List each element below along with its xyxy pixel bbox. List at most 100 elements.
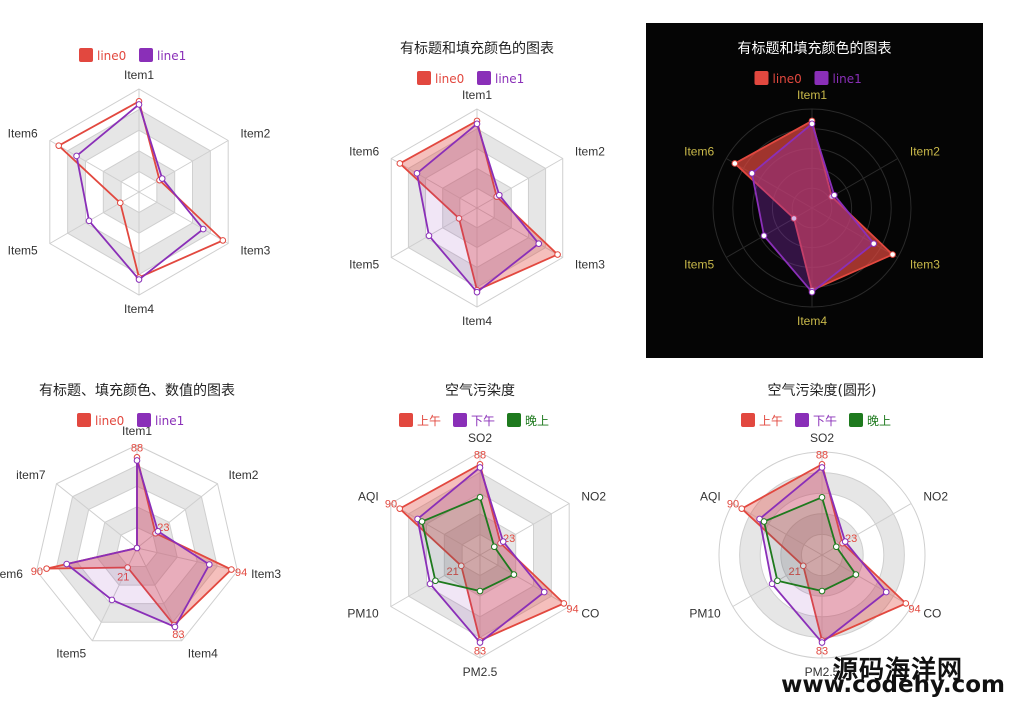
data-point[interactable] xyxy=(133,457,141,464)
data-point[interactable] xyxy=(535,240,543,247)
legend-label: 晚上 xyxy=(867,414,891,428)
data-point[interactable] xyxy=(63,560,71,568)
legend-swatch xyxy=(137,413,151,427)
data-point[interactable] xyxy=(426,580,434,588)
data-point[interactable] xyxy=(540,588,548,596)
legend-swatch xyxy=(795,413,809,427)
legend-item-上午[interactable]: 上午 xyxy=(399,413,441,428)
data-point[interactable] xyxy=(108,596,116,604)
data-point[interactable] xyxy=(473,120,481,128)
legend-item-line0[interactable]: line0 xyxy=(417,71,464,86)
data-point[interactable] xyxy=(135,101,143,108)
data-point[interactable] xyxy=(171,623,179,631)
data-point[interactable] xyxy=(818,639,826,646)
legend-item-line1[interactable]: line1 xyxy=(137,413,184,428)
data-point[interactable] xyxy=(902,600,910,607)
chart-title: 有标题、填充颜色、数值的图表 xyxy=(39,382,235,399)
data-point[interactable] xyxy=(768,580,776,588)
data-point[interactable] xyxy=(476,464,484,471)
data-point[interactable] xyxy=(55,142,63,149)
legend-item-晚上[interactable]: 晚上 xyxy=(849,413,891,428)
data-point[interactable] xyxy=(554,251,561,258)
indicator-label: Item1 xyxy=(124,68,154,82)
data-point[interactable] xyxy=(43,565,50,572)
data-point[interactable] xyxy=(418,518,426,525)
legend-item-line0[interactable]: line0 xyxy=(77,413,124,428)
data-point[interactable] xyxy=(476,639,484,646)
legend-label: 上午 xyxy=(417,414,441,428)
data-point[interactable] xyxy=(830,191,838,199)
data-point[interactable] xyxy=(889,251,896,258)
legend-swatch xyxy=(139,48,153,62)
data-point[interactable] xyxy=(808,120,816,128)
indicator-label: NO2 xyxy=(581,490,606,504)
data-point[interactable] xyxy=(432,577,439,585)
legend-swatch xyxy=(849,413,863,427)
indicator-label: Item4 xyxy=(124,302,154,316)
data-point[interactable] xyxy=(219,237,227,244)
data-point[interactable] xyxy=(124,564,131,571)
legend-item-line1[interactable]: line1 xyxy=(139,48,186,63)
watermark-cn: 源码海洋网 xyxy=(832,655,963,684)
data-point[interactable] xyxy=(457,562,465,570)
data-point[interactable] xyxy=(476,587,484,595)
data-point[interactable] xyxy=(790,215,798,222)
data-point[interactable] xyxy=(116,199,124,207)
data-point[interactable] xyxy=(818,494,826,501)
data-point[interactable] xyxy=(760,232,768,240)
legend-swatch xyxy=(741,413,755,427)
data-point[interactable] xyxy=(476,494,484,501)
legend-item-下午[interactable]: 下午 xyxy=(453,413,495,428)
legend-item-line0[interactable]: line0 xyxy=(79,48,126,63)
legend-label: line0 xyxy=(435,72,464,86)
data-point[interactable] xyxy=(396,160,404,167)
legend-item-line1[interactable]: line1 xyxy=(814,71,862,86)
data-point[interactable] xyxy=(510,571,518,578)
data-point[interactable] xyxy=(738,505,746,512)
data-point[interactable] xyxy=(490,543,498,551)
legend-item-line1[interactable]: line1 xyxy=(477,71,524,86)
legend-item-line0[interactable]: line0 xyxy=(754,71,802,86)
indicator-label: Item1 xyxy=(797,88,827,102)
data-point[interactable] xyxy=(73,152,80,160)
data-point[interactable] xyxy=(199,225,207,233)
data-point[interactable] xyxy=(473,288,481,296)
data-point[interactable] xyxy=(774,577,781,585)
axis-spoke xyxy=(479,554,570,607)
legend-item-晚上[interactable]: 晚上 xyxy=(507,413,549,428)
data-point[interactable] xyxy=(731,160,739,167)
data-point[interactable] xyxy=(154,528,162,535)
data-point[interactable] xyxy=(832,543,840,551)
data-point[interactable] xyxy=(499,538,507,545)
data-point[interactable] xyxy=(882,588,890,596)
axis-spoke xyxy=(821,554,912,607)
data-point[interactable] xyxy=(818,587,826,595)
data-point[interactable] xyxy=(852,571,860,578)
data-point[interactable] xyxy=(495,191,503,199)
data-point[interactable] xyxy=(455,215,463,222)
indicator-label: SO2 xyxy=(810,431,834,445)
data-point[interactable] xyxy=(413,170,421,177)
data-point[interactable] xyxy=(560,600,568,607)
data-point[interactable] xyxy=(206,561,213,568)
data-point[interactable] xyxy=(158,175,166,182)
data-point[interactable] xyxy=(760,518,768,525)
value-label: 90 xyxy=(31,566,43,578)
indicator-label: AQI xyxy=(700,490,721,504)
data-point[interactable] xyxy=(135,276,143,283)
data-point[interactable] xyxy=(425,232,433,240)
data-point[interactable] xyxy=(748,170,756,177)
data-point[interactable] xyxy=(841,538,849,545)
data-point[interactable] xyxy=(818,464,826,471)
data-point[interactable] xyxy=(228,566,235,573)
data-point[interactable] xyxy=(133,544,141,552)
legend-item-下午[interactable]: 下午 xyxy=(795,413,837,428)
data-point[interactable] xyxy=(808,288,816,296)
chart-title: 空气污染度 xyxy=(445,383,515,399)
data-point[interactable] xyxy=(799,562,807,570)
data-point[interactable] xyxy=(85,217,93,225)
legend-item-上午[interactable]: 上午 xyxy=(741,413,783,428)
data-point[interactable] xyxy=(396,505,404,512)
data-point[interactable] xyxy=(870,240,878,247)
indicator-label: Item6 xyxy=(684,145,714,159)
